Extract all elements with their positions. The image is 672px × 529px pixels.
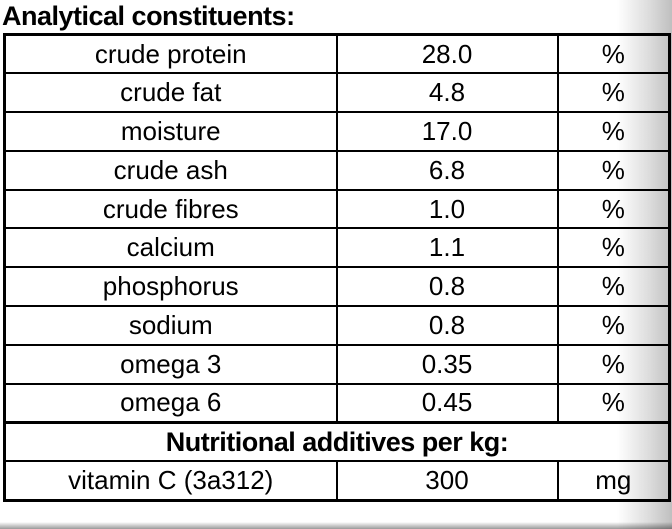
additive-name: vitamin C (3a312) <box>3 460 338 502</box>
constituent-name: moisture <box>3 111 338 152</box>
constituent-unit: % <box>556 266 671 308</box>
constituent-name: phosphorus <box>3 266 338 308</box>
table-row: omega 3 0.35 % <box>3 343 671 385</box>
additive-unit: mg <box>556 460 671 502</box>
constituent-value: 6.8 <box>335 149 559 191</box>
page-title: Analytical constituents: <box>2 1 295 31</box>
constituent-name: crude ash <box>3 149 338 191</box>
constituent-value: 0.35 <box>335 343 559 385</box>
constituent-unit: % <box>556 305 671 346</box>
constituent-value: 1.1 <box>335 227 559 269</box>
constituent-name: crude protein <box>3 33 338 75</box>
constituent-value: 17.0 <box>335 111 559 152</box>
constituent-unit: % <box>556 33 671 75</box>
table-row: phosphorus 0.8 % <box>3 266 671 308</box>
page-edge-shadow-bottom <box>0 522 672 529</box>
constituent-value: 0.8 <box>335 305 559 346</box>
table-row: crude ash 6.8 % <box>3 149 671 191</box>
constituent-name: omega 3 <box>3 343 338 385</box>
table-row: vitamin C (3a312) 300 mg <box>3 460 671 502</box>
constituent-unit: % <box>556 111 671 152</box>
constituent-value: 0.8 <box>335 266 559 308</box>
table-row: crude fat 4.8 % <box>3 72 671 114</box>
constituent-unit: % <box>556 149 671 191</box>
constituent-unit: % <box>556 343 671 385</box>
constituent-unit: % <box>556 227 671 269</box>
table-row: crude fibres 1.0 % <box>3 188 671 230</box>
constituent-unit: % <box>556 72 671 114</box>
constituent-unit: % <box>556 382 671 424</box>
constituent-name: sodium <box>3 305 338 346</box>
constituent-value: 28.0 <box>335 33 559 75</box>
constituent-name: calcium <box>3 227 338 269</box>
constituent-value: 1.0 <box>335 188 559 230</box>
analytical-constituents-table: crude protein 28.0 % crude fat 4.8 % moi… <box>3 33 671 502</box>
constituent-value: 4.8 <box>335 72 559 114</box>
constituent-name: crude fat <box>3 72 338 114</box>
constituent-name: crude fibres <box>3 188 338 230</box>
table-row: calcium 1.1 % <box>3 227 671 269</box>
section-header-row: Nutritional additives per kg: <box>3 420 671 463</box>
constituent-unit: % <box>556 188 671 230</box>
constituent-value: 0.45 <box>335 382 559 424</box>
table-row: crude protein 28.0 % <box>3 33 671 75</box>
constituent-name: omega 6 <box>3 382 338 424</box>
table-row: omega 6 0.45 % <box>3 382 671 424</box>
section-header: Nutritional additives per kg: <box>3 420 671 463</box>
additive-value: 300 <box>335 460 559 502</box>
table-row: sodium 0.8 % <box>3 305 671 346</box>
table-row: moisture 17.0 % <box>3 111 671 152</box>
